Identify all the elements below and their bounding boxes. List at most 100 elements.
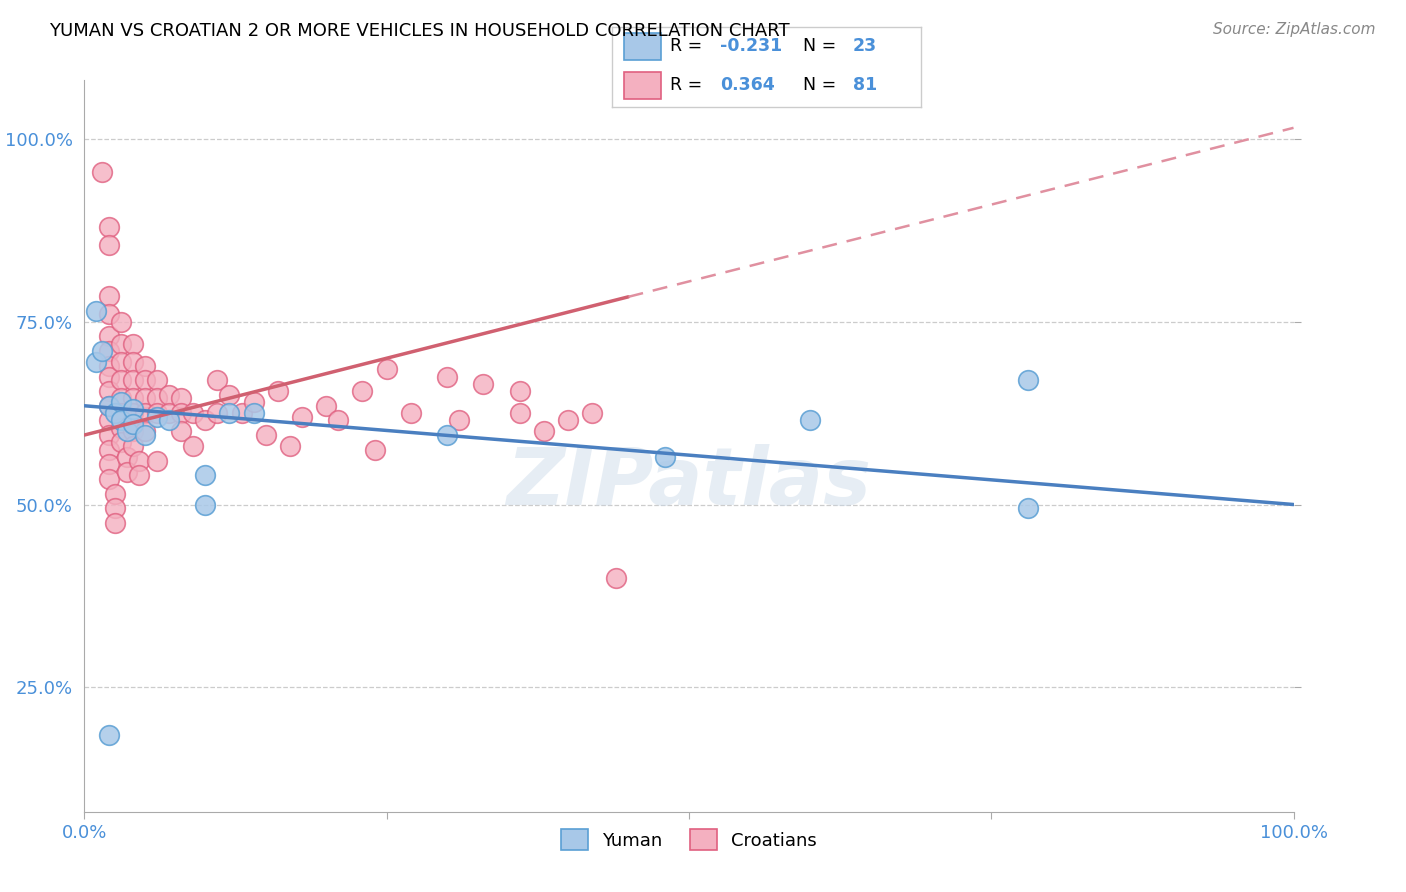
Point <box>97 457 120 471</box>
Point <box>104 406 127 420</box>
Point <box>97 728 120 742</box>
Point <box>278 439 301 453</box>
Point <box>363 442 385 457</box>
Point <box>110 392 132 406</box>
Point <box>110 315 132 329</box>
Point <box>605 571 627 585</box>
Point <box>207 373 229 387</box>
Point <box>104 486 127 500</box>
Point <box>533 425 555 439</box>
Point <box>654 450 676 464</box>
Text: 0.364: 0.364 <box>720 76 775 94</box>
Text: N =: N = <box>803 37 842 55</box>
Point <box>399 406 422 420</box>
Point <box>104 501 127 516</box>
Text: 81: 81 <box>853 76 877 94</box>
Point <box>557 413 579 427</box>
Point <box>134 373 156 387</box>
Point <box>146 392 169 406</box>
Point <box>134 359 156 373</box>
Legend: Yuman, Croatians: Yuman, Croatians <box>554 822 824 857</box>
Point <box>97 399 120 413</box>
Point <box>97 219 120 234</box>
Point <box>146 373 169 387</box>
Point <box>170 425 193 439</box>
Text: R =: R = <box>671 37 709 55</box>
Point <box>315 399 337 413</box>
Point <box>194 468 217 483</box>
Point <box>375 362 398 376</box>
Point <box>110 435 132 450</box>
Point <box>110 395 132 409</box>
Point <box>115 450 138 464</box>
Point <box>97 289 120 303</box>
Point <box>581 406 603 420</box>
Point <box>436 369 458 384</box>
Point <box>97 413 120 427</box>
Point <box>121 417 143 431</box>
Point <box>181 406 204 420</box>
Text: R =: R = <box>671 76 709 94</box>
Point <box>170 406 193 420</box>
Point <box>1017 501 1039 516</box>
Point <box>121 355 143 369</box>
Point <box>134 425 156 439</box>
Point <box>110 373 132 387</box>
Point <box>97 307 120 321</box>
Point <box>449 413 471 427</box>
Point <box>91 343 114 358</box>
Point <box>157 388 180 402</box>
Point <box>157 406 180 420</box>
Bar <box>624 33 661 61</box>
Text: -0.231: -0.231 <box>720 37 782 55</box>
Point <box>242 395 264 409</box>
Point <box>328 413 350 427</box>
Point <box>146 406 169 420</box>
Point <box>121 439 143 453</box>
Point <box>509 384 531 398</box>
Point <box>134 392 156 406</box>
Point <box>194 413 217 427</box>
Point <box>146 409 169 424</box>
Point <box>97 359 120 373</box>
Point <box>121 392 143 406</box>
Point <box>121 425 143 439</box>
Point <box>218 406 240 420</box>
Point <box>472 376 495 391</box>
Point <box>121 406 143 420</box>
Point <box>97 442 120 457</box>
Point <box>97 399 120 413</box>
Point <box>86 303 108 318</box>
Point <box>115 465 138 479</box>
Point <box>86 355 108 369</box>
Point <box>218 388 240 402</box>
Point <box>110 355 132 369</box>
Point <box>121 373 143 387</box>
Point <box>104 516 127 530</box>
Point <box>181 439 204 453</box>
Point <box>134 406 156 420</box>
Text: 23: 23 <box>853 37 877 55</box>
Point <box>128 453 150 467</box>
Point <box>1017 373 1039 387</box>
Point <box>128 468 150 483</box>
Point <box>97 343 120 358</box>
Point <box>97 472 120 486</box>
Point <box>110 421 132 435</box>
Point <box>146 453 169 467</box>
Point <box>509 406 531 420</box>
Point <box>231 406 253 420</box>
Point <box>799 413 821 427</box>
Point <box>121 336 143 351</box>
Point <box>242 406 264 420</box>
Point <box>115 425 138 439</box>
Point <box>91 164 114 178</box>
Text: ZIPatlas: ZIPatlas <box>506 443 872 522</box>
Point <box>97 369 120 384</box>
Point <box>121 402 143 417</box>
Point <box>110 406 132 420</box>
Point <box>97 428 120 442</box>
Point <box>291 409 314 424</box>
Point <box>134 428 156 442</box>
Point <box>97 384 120 398</box>
